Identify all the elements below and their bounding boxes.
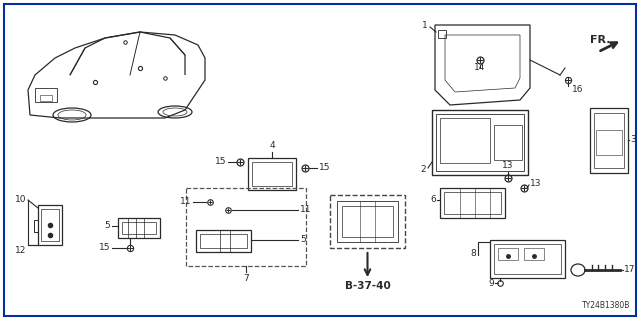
Text: 16: 16 bbox=[572, 85, 584, 94]
Bar bbox=[440, 118, 490, 163]
Text: 1: 1 bbox=[422, 21, 428, 30]
Bar bbox=[342, 206, 393, 237]
Text: 14: 14 bbox=[474, 63, 486, 72]
Text: 2: 2 bbox=[420, 165, 426, 174]
Bar bbox=[196, 230, 251, 252]
Bar bbox=[490, 240, 565, 278]
Bar bbox=[438, 30, 446, 38]
Bar bbox=[40, 95, 52, 101]
Bar bbox=[594, 113, 624, 168]
Text: 3: 3 bbox=[630, 135, 636, 145]
Bar bbox=[34, 220, 38, 232]
Text: 9: 9 bbox=[488, 278, 494, 287]
Text: 11: 11 bbox=[300, 205, 312, 214]
Bar bbox=[337, 201, 398, 242]
Text: TY24B1380B: TY24B1380B bbox=[582, 301, 630, 310]
Bar bbox=[524, 248, 544, 260]
Bar bbox=[440, 188, 505, 218]
Bar bbox=[444, 192, 501, 214]
Text: 10: 10 bbox=[15, 195, 26, 204]
Text: 6: 6 bbox=[430, 196, 436, 204]
Bar bbox=[436, 114, 524, 171]
Text: 17: 17 bbox=[624, 266, 636, 275]
Text: 8: 8 bbox=[470, 250, 476, 259]
Bar bbox=[118, 218, 160, 238]
Bar bbox=[494, 244, 561, 274]
Bar bbox=[494, 125, 522, 160]
Text: 5: 5 bbox=[300, 236, 306, 244]
Text: 13: 13 bbox=[502, 161, 514, 170]
Bar bbox=[248, 158, 296, 190]
Text: 7: 7 bbox=[243, 274, 249, 283]
Text: 15: 15 bbox=[319, 164, 330, 172]
Text: 11: 11 bbox=[179, 197, 191, 206]
Bar bbox=[41, 209, 59, 241]
Bar bbox=[252, 162, 292, 186]
Bar bbox=[330, 195, 405, 248]
Bar bbox=[186, 188, 306, 266]
Bar bbox=[35, 88, 57, 102]
Bar bbox=[590, 108, 628, 173]
Bar bbox=[596, 130, 622, 155]
Text: 12: 12 bbox=[15, 246, 26, 255]
Text: 15: 15 bbox=[214, 157, 226, 166]
Text: FR.: FR. bbox=[590, 35, 611, 45]
Bar bbox=[432, 110, 528, 175]
Text: 15: 15 bbox=[99, 244, 110, 252]
Bar bbox=[498, 248, 518, 260]
Text: B-37-40: B-37-40 bbox=[344, 281, 390, 291]
Text: 4: 4 bbox=[269, 141, 275, 150]
Bar bbox=[200, 234, 247, 248]
Text: 13: 13 bbox=[530, 179, 541, 188]
Bar bbox=[122, 222, 156, 234]
Text: 5: 5 bbox=[104, 221, 110, 230]
Bar bbox=[38, 205, 62, 245]
